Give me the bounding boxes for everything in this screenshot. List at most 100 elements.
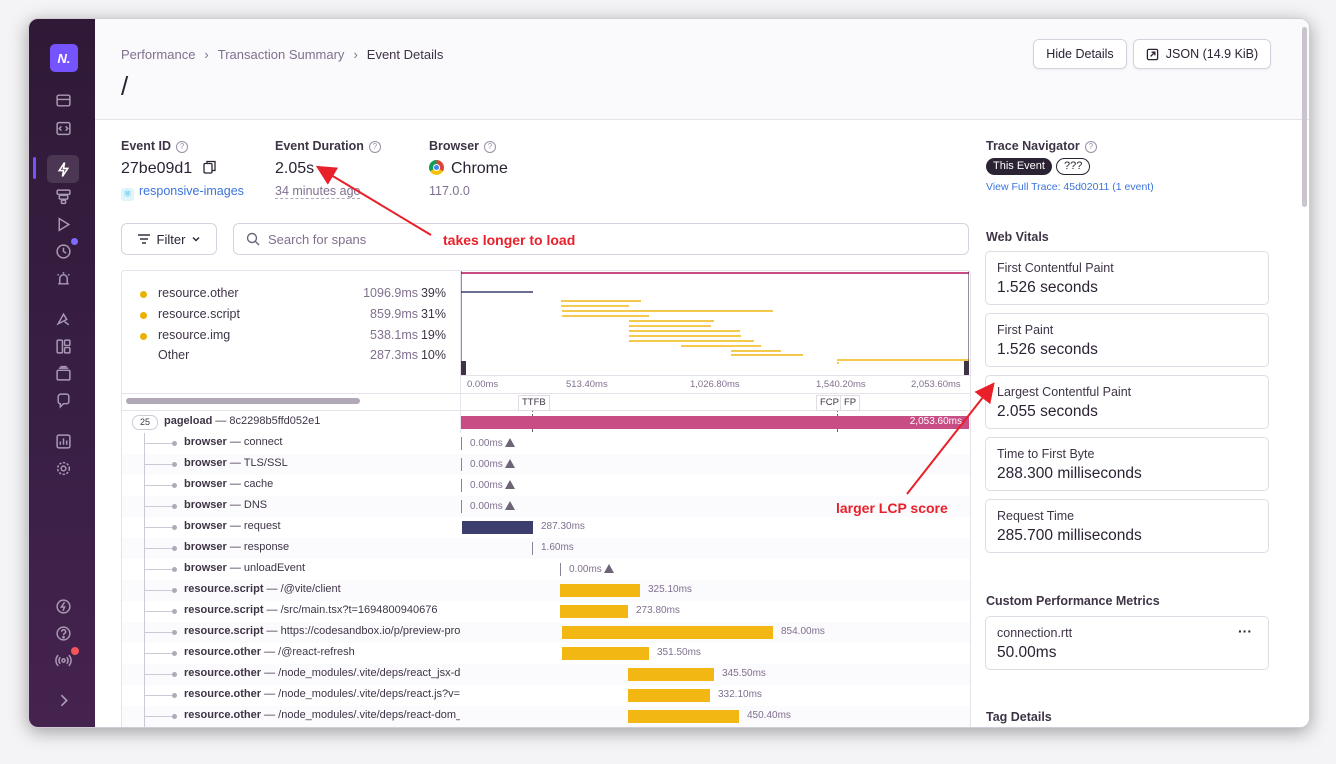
hide-details-button[interactable]: Hide Details — [1033, 39, 1127, 69]
performance-icon[interactable] — [54, 160, 72, 178]
collapse-sidebar-chevron-icon[interactable] — [54, 691, 72, 709]
web-vital-card[interactable]: Time to First Byte 288.300 milliseconds — [985, 437, 1269, 491]
web-vital-card[interactable]: Largest Contentful Paint 2.055 seconds — [985, 375, 1269, 429]
span-duration: 325.10ms — [648, 584, 692, 595]
span-row[interactable]: browser — connect 0.00ms — [122, 433, 970, 454]
span-desc: /node_modules/.vite/deps/react_jsx-dev-r… — [278, 667, 460, 679]
tree-node-dot — [172, 525, 177, 530]
horizontal-scrollbar[interactable] — [126, 398, 360, 404]
span-row-pageload[interactable]: 25 pageload — 8c2298b5ffd052e1 2,053.60ms — [122, 412, 970, 433]
dashboards-icon[interactable] — [54, 337, 72, 355]
span-bar — [628, 689, 710, 702]
fcp-marker[interactable]: FCP — [816, 395, 843, 411]
span-row[interactable]: resource.script — /@vite/client 325.10ms — [122, 580, 970, 601]
ttfb-marker[interactable]: TTFB — [518, 395, 550, 411]
span-row[interactable]: browser — unloadEvent 0.00ms — [122, 559, 970, 580]
this-event-pill[interactable]: This Event — [986, 158, 1052, 175]
span-row[interactable]: resource.other — /node_modules/.vite/dep… — [122, 685, 970, 706]
span-op: browser — [184, 541, 227, 553]
event-time-ago[interactable]: 34 minutes ago — [275, 184, 361, 199]
span-duration-text: 351.50ms — [657, 647, 701, 658]
releases-icon[interactable] — [54, 364, 72, 382]
web-vital-value: 285.700 milliseconds — [997, 527, 1142, 544]
web-vital-card[interactable]: Request Time 285.700 milliseconds — [985, 499, 1269, 553]
span-op: browser — [184, 436, 227, 448]
discover-icon[interactable] — [54, 310, 72, 328]
span-duration: 1.60ms — [541, 542, 574, 553]
span-label: resource.other — /@react-refresh — [184, 646, 355, 658]
tree-connector — [144, 569, 174, 570]
breadcrumb-performance[interactable]: Performance — [121, 47, 196, 62]
help-question-icon[interactable]: ? — [1084, 141, 1097, 153]
chevron-down-icon — [192, 237, 200, 242]
service-status-icon[interactable] — [54, 651, 72, 669]
warning-icon[interactable] — [504, 459, 515, 468]
span-row[interactable]: resource.script — /src/main.tsx?t=169480… — [122, 601, 970, 622]
vertical-scrollbar[interactable] — [1302, 27, 1307, 207]
web-vital-name: Largest Contentful Paint — [997, 385, 1132, 399]
filter-button[interactable]: Filter — [121, 223, 217, 255]
view-full-trace-link[interactable]: View Full Trace: 45d02011 (1 event) — [986, 181, 1154, 193]
stats-icon[interactable] — [54, 432, 72, 450]
annotation-lcp: larger LCP score — [836, 500, 948, 516]
trace-navigator-label-text: Trace Navigator — [986, 139, 1080, 153]
sentry-logo-icon[interactable]: N. — [50, 44, 78, 72]
tree-connector — [144, 716, 174, 717]
issues-icon[interactable] — [54, 91, 72, 109]
legend-name: resource.img — [158, 328, 231, 342]
minimap[interactable] — [461, 271, 969, 375]
span-duration-text: 345.50ms — [722, 668, 766, 679]
legend-ms: 538.1ms — [370, 328, 418, 342]
projects-icon[interactable] — [54, 119, 72, 137]
copy-icon[interactable] — [202, 160, 216, 174]
span-row[interactable]: browser — request 287.30ms — [122, 517, 970, 538]
minimap-resource-lines — [561, 300, 969, 364]
span-row[interactable]: resource.other — /@react-refresh 351.50ms — [122, 643, 970, 664]
breadcrumb-transaction-summary[interactable]: Transaction Summary — [217, 47, 345, 62]
span-search-input[interactable]: Search for spans — [233, 223, 969, 255]
custom-metrics-label: Custom Performance Metrics — [986, 594, 1160, 608]
settings-gear-icon[interactable] — [54, 459, 72, 477]
alerts-icon[interactable] — [54, 269, 72, 287]
user-feedback-icon[interactable] — [54, 391, 72, 409]
span-desc: /@vite/client — [280, 583, 341, 595]
help-question-icon[interactable]: ? — [176, 141, 189, 153]
warning-icon[interactable] — [504, 501, 515, 510]
help-question-icon[interactable]: ? — [484, 141, 497, 153]
fp-marker[interactable]: FP — [840, 395, 861, 411]
warning-icon[interactable] — [504, 438, 515, 447]
warning-icon[interactable] — [603, 564, 614, 573]
profiling-icon[interactable] — [54, 187, 72, 205]
project-link[interactable]: ⚛ responsive-images — [121, 184, 244, 201]
span-row[interactable]: browser — cache 0.00ms — [122, 475, 970, 496]
web-vital-card[interactable]: First Paint 1.526 seconds — [985, 313, 1269, 367]
span-op: resource.other — [184, 688, 262, 700]
json-button[interactable]: JSON (14.9 KiB) — [1133, 39, 1271, 69]
custom-metric-card[interactable]: connection.rtt 50.00ms ··· — [985, 616, 1269, 670]
json-button-label: JSON (14.9 KiB) — [1165, 47, 1259, 61]
replays-icon[interactable] — [54, 215, 72, 233]
web-vital-card[interactable]: First Contentful Paint 1.526 seconds — [985, 251, 1269, 305]
filter-label: Filter — [156, 231, 186, 247]
more-options-icon[interactable]: ··· — [1238, 623, 1252, 639]
custom-metric-value: 50.00ms — [997, 644, 1057, 661]
span-row[interactable]: browser — DNS 0.00ms — [122, 496, 970, 517]
tree-node-dot — [172, 567, 177, 572]
span-row[interactable]: resource.other — /node_modules/.vite/dep… — [122, 664, 970, 685]
span-row[interactable]: resource.other — /node_modules/.vite/dep… — [122, 706, 970, 727]
span-label: browser — cache — [184, 478, 274, 490]
span-desc: /node_modules/.vite/deps/react-dom_clien… — [278, 709, 460, 721]
annotation-slow-load: takes longer to load — [443, 232, 576, 248]
warning-icon[interactable] — [504, 480, 515, 489]
span-row[interactable]: resource.script — https://codesandbox.io… — [122, 622, 970, 643]
crons-icon[interactable] — [54, 242, 72, 260]
span-duration: 0.00ms — [569, 563, 614, 575]
help-question-icon[interactable]: ? — [368, 141, 381, 153]
span-row[interactable]: browser — TLS/SSL 0.00ms — [122, 454, 970, 475]
help-icon[interactable] — [54, 624, 72, 642]
whats-new-icon[interactable] — [54, 597, 72, 615]
span-row[interactable]: browser — response 1.60ms — [122, 538, 970, 559]
unknown-event-pill[interactable]: ??? — [1056, 158, 1091, 175]
legend-item: resource.script 859.9ms 31% — [136, 307, 446, 323]
span-children-count[interactable]: 25 — [132, 415, 158, 430]
